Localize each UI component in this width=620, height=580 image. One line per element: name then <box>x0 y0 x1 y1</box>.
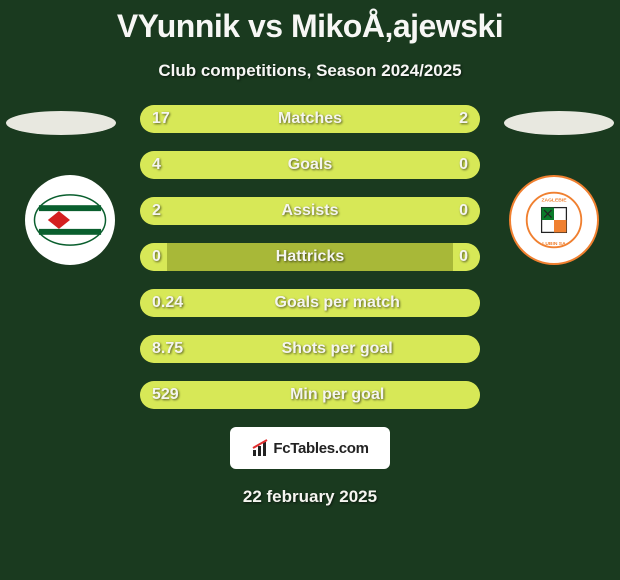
bar-right-value: 0 <box>459 248 468 266</box>
team-crest-left-icon <box>33 190 107 250</box>
bar-left-fill <box>140 105 412 133</box>
bar-right-value: 2 <box>459 110 468 128</box>
bar-label: Shots per goal <box>282 340 393 358</box>
bar-label: Matches <box>278 110 342 128</box>
bar-left-value: 17 <box>152 110 170 128</box>
bar-label: Goals <box>288 156 332 174</box>
stat-bar: 0 Hattricks 0 <box>140 243 480 271</box>
bar-left-value: 0 <box>152 248 161 266</box>
bar-left-value: 2 <box>152 202 161 220</box>
brand-logo-icon <box>251 438 271 458</box>
stat-bar: 2 Assists 0 <box>140 197 480 225</box>
stat-bar: 17 Matches 2 <box>140 105 480 133</box>
bar-right-value: 0 <box>459 202 468 220</box>
bar-right-fill <box>412 105 480 133</box>
brand-badge[interactable]: FcTables.com <box>230 427 390 469</box>
stat-bar: 4 Goals 0 <box>140 151 480 179</box>
comparison-layout: ZAGLEBIE LUBIN SA 17 Matches 2 4 Goals 0 2 Assi… <box>0 105 620 409</box>
page-title: VYunnik vs MikoÅ‚ajewski <box>0 0 620 45</box>
team-badge-left <box>25 175 115 265</box>
bar-left-value: 529 <box>152 386 179 404</box>
bar-label: Assists <box>282 202 339 220</box>
stat-bar: 0.24 Goals per match <box>140 289 480 317</box>
player-marker-left <box>6 111 116 135</box>
team-crest-right-icon: ZAGLEBIE LUBIN SA <box>523 189 585 251</box>
brand-text: FcTables.com <box>273 440 368 457</box>
bar-left-value: 0.24 <box>152 294 183 312</box>
page-subtitle: Club competitions, Season 2024/2025 <box>0 61 620 81</box>
bar-label: Goals per match <box>275 294 400 312</box>
date-label: 22 february 2025 <box>0 487 620 507</box>
bar-left-value: 4 <box>152 156 161 174</box>
bar-left-value: 8.75 <box>152 340 183 358</box>
bar-right-value: 0 <box>459 156 468 174</box>
team-badge-right: ZAGLEBIE LUBIN SA <box>509 175 599 265</box>
svg-text:ZAGLEBIE: ZAGLEBIE <box>541 197 567 203</box>
bar-label: Hattricks <box>276 248 344 266</box>
bar-label: Min per goal <box>290 386 384 404</box>
svg-text:LUBIN SA: LUBIN SA <box>542 241 566 247</box>
stat-bar: 529 Min per goal <box>140 381 480 409</box>
stats-bars: 17 Matches 2 4 Goals 0 2 Assists 0 0 Hattricks 0 0.2… <box>140 105 480 409</box>
stat-bar: 8.75 Shots per goal <box>140 335 480 363</box>
player-marker-right <box>504 111 614 135</box>
